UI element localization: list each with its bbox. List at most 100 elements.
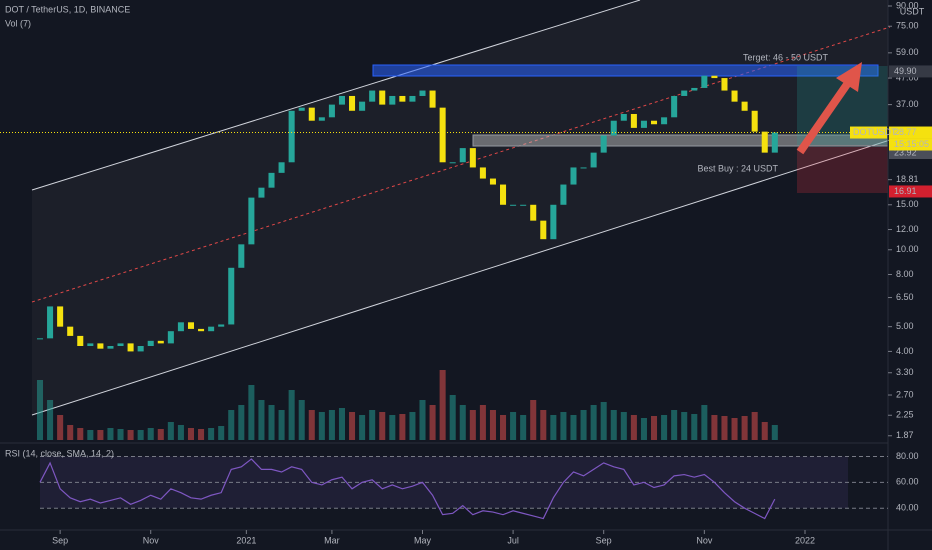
candle (349, 95, 356, 111)
axis-unit: USDT (900, 6, 925, 16)
volume-bar (298, 400, 305, 440)
volume-bar (449, 395, 456, 440)
volume-bar (419, 400, 426, 440)
candle (459, 148, 466, 163)
arrow-head (836, 62, 862, 92)
y-tick-label: 59.00 (896, 47, 919, 57)
y-tick-label: 37.00 (896, 99, 919, 109)
candle (580, 167, 587, 169)
price-label: 23.92 (894, 147, 917, 157)
candle (187, 322, 195, 329)
volume-bar (87, 430, 94, 440)
candle (328, 104, 335, 118)
candle (399, 95, 406, 102)
volume-bar (751, 412, 758, 440)
rsi-tick-label: 40.00 (896, 503, 919, 513)
annotation: Best Buy : 24 USDT (697, 163, 778, 173)
candle (570, 167, 577, 185)
volume-bar (600, 402, 607, 440)
candle (308, 107, 315, 121)
candle (630, 113, 637, 128)
volume-bar (439, 370, 446, 440)
volume-bar (409, 412, 416, 440)
candle (489, 178, 496, 185)
candle (36, 338, 44, 340)
loss-area (797, 147, 888, 193)
volume-bar (691, 414, 698, 440)
volume-bar (429, 405, 436, 440)
volume-bar (349, 412, 356, 440)
candle (711, 75, 718, 79)
candle (500, 184, 507, 205)
volume-bar (369, 410, 376, 440)
candle (87, 343, 94, 347)
volume-bar (248, 385, 255, 440)
candle (258, 187, 265, 198)
candle (620, 113, 627, 121)
candle (167, 331, 174, 344)
channel-upper (31, 0, 641, 191)
price-label-box (889, 65, 932, 78)
countdown: 15:15:05 (894, 139, 929, 149)
volume-bar (318, 412, 325, 440)
volume-bar (268, 405, 275, 440)
candle (701, 75, 708, 88)
candle (560, 184, 567, 205)
target-zone (372, 64, 879, 77)
y-tick-label: 10.00 (896, 244, 919, 254)
candle (369, 90, 376, 102)
volume-bar (67, 425, 74, 440)
candle (419, 90, 426, 96)
rsi-tick-label: 60.00 (896, 477, 919, 487)
volume-bar (218, 426, 225, 440)
volume-bar (560, 412, 567, 440)
volume-bar (741, 416, 748, 440)
volume-bar (570, 415, 577, 440)
candle (761, 131, 768, 153)
volume-bar (167, 422, 174, 440)
x-tick-label: Jul (507, 535, 519, 545)
candle (550, 204, 557, 240)
volume-bar (711, 415, 718, 440)
y-tick-label: 1.87 (896, 430, 914, 440)
y-tick-label: 47.00 (896, 72, 919, 82)
candle (278, 162, 285, 173)
x-tick-label: Mar (324, 535, 340, 545)
volume-bar (771, 425, 778, 440)
y-tick-label: 12.00 (896, 224, 919, 234)
volume-bar (137, 430, 144, 440)
volume-bar (198, 429, 205, 440)
candle (77, 335, 84, 347)
candle (691, 87, 698, 91)
candle (268, 172, 275, 188)
candle (510, 204, 517, 206)
candle (449, 162, 456, 164)
candle (731, 90, 738, 102)
candle (671, 95, 678, 118)
chart-title: DOT / TetherUS, 1D, BINANCE (5, 4, 130, 14)
volume-bar (399, 414, 406, 440)
volume-bar (731, 418, 738, 440)
volume-bar (590, 405, 597, 440)
volume-bar (338, 408, 345, 440)
volume-bar (479, 405, 486, 440)
candle (177, 322, 184, 332)
y-tick-label: 5.00 (896, 321, 914, 331)
price-label: 49.90 (894, 66, 917, 76)
volume-bar (36, 380, 44, 440)
candle (218, 324, 225, 327)
volume-bar (379, 412, 386, 440)
y-tick-label: 75.00 (896, 21, 919, 31)
volume-bar (671, 410, 678, 440)
volume-bar (721, 416, 728, 440)
volume-bar (258, 400, 265, 440)
y-tick-label: 2.25 (896, 410, 914, 420)
volume-bar (107, 428, 114, 440)
volume-bar (681, 412, 688, 440)
candle (338, 95, 345, 105)
y-tick-label: 4.00 (896, 346, 914, 356)
volume-bar (288, 390, 295, 440)
price-label-box (889, 126, 932, 139)
x-tick-label: Nov (696, 535, 713, 545)
volume-bar (610, 410, 617, 440)
